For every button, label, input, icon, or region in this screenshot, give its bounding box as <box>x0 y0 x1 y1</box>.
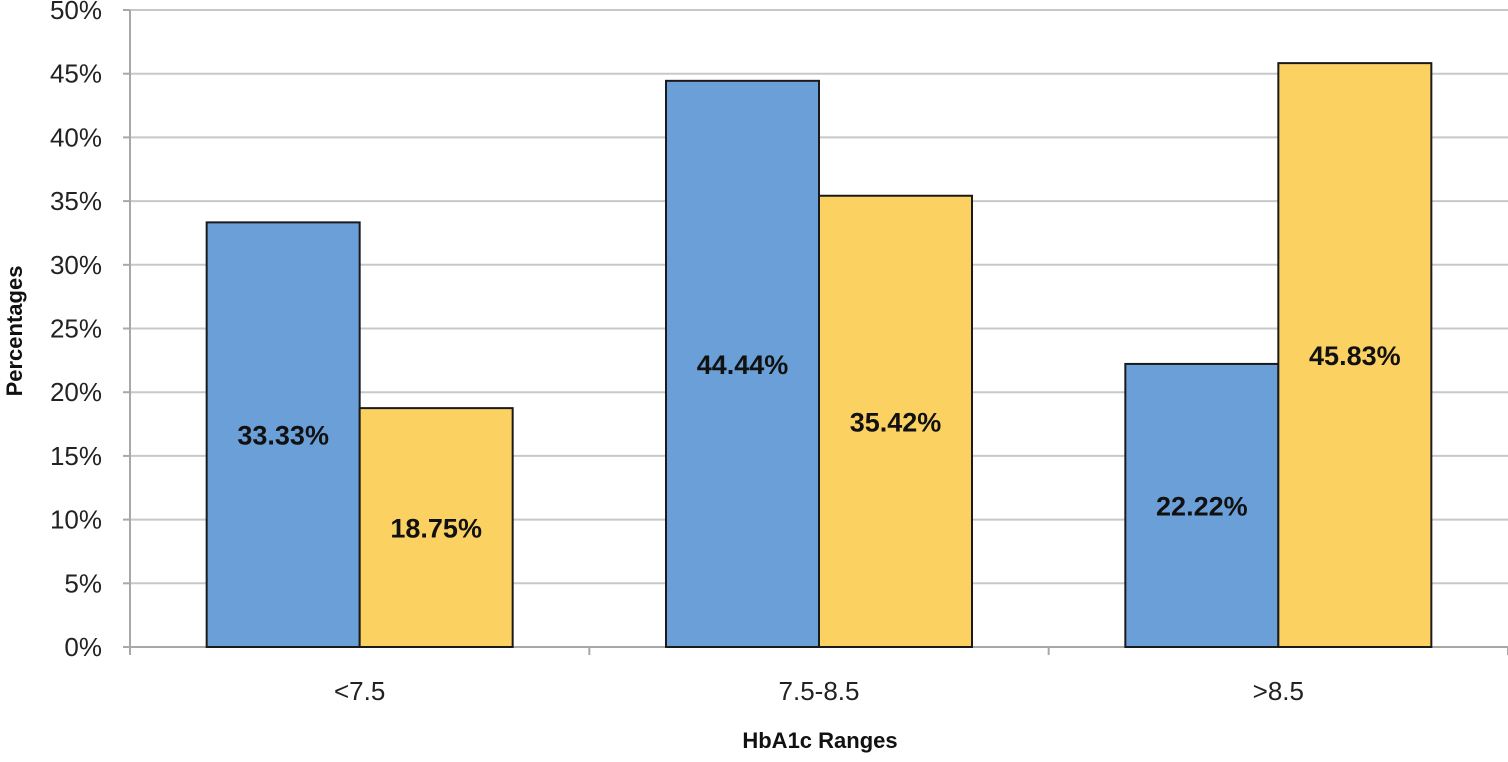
data-label: 33.33% <box>237 421 329 451</box>
y-tick-label: 40% <box>50 122 102 152</box>
data-label: 35.42% <box>850 407 942 437</box>
y-axis-ticks: 0% 5% 10% 15% 20% 25% 30% 35% 40% 45% 50% <box>50 0 131 662</box>
x-axis-title: HbA1c Ranges <box>742 728 897 753</box>
data-label: 18.75% <box>390 514 482 544</box>
x-axis: <7.5 7.5-8.5 >8.5 <box>129 647 1508 706</box>
y-tick-label: 25% <box>50 314 102 344</box>
y-tick-label: 10% <box>50 505 102 535</box>
x-tick-label: 7.5-8.5 <box>779 676 860 706</box>
data-label: 45.83% <box>1309 341 1401 371</box>
x-tick-label: >8.5 <box>1253 676 1304 706</box>
data-label: 22.22% <box>1156 491 1248 521</box>
bar <box>1124 362 1280 648</box>
y-tick-label: 45% <box>50 59 102 89</box>
y-tick-label: 15% <box>50 441 102 471</box>
data-labels: 33.33% 18.75% 44.44% 35.42% 22.22% 45.83% <box>237 341 1400 543</box>
bar <box>818 194 973 648</box>
bars <box>205 62 1433 649</box>
y-tick-label: 35% <box>50 186 102 216</box>
y-tick-label: 0% <box>64 632 102 662</box>
y-tick-label: 5% <box>64 568 102 598</box>
x-tick-label: <7.5 <box>334 676 385 706</box>
bar <box>665 79 820 648</box>
data-label: 44.44% <box>697 350 789 380</box>
bar <box>358 407 514 648</box>
y-tick-label: 30% <box>50 250 102 280</box>
bar <box>1277 62 1433 649</box>
bar <box>205 221 361 648</box>
y-axis-title: Percentages <box>2 266 27 397</box>
y-tick-label: 20% <box>50 377 102 407</box>
y-tick-label: 50% <box>50 0 102 25</box>
